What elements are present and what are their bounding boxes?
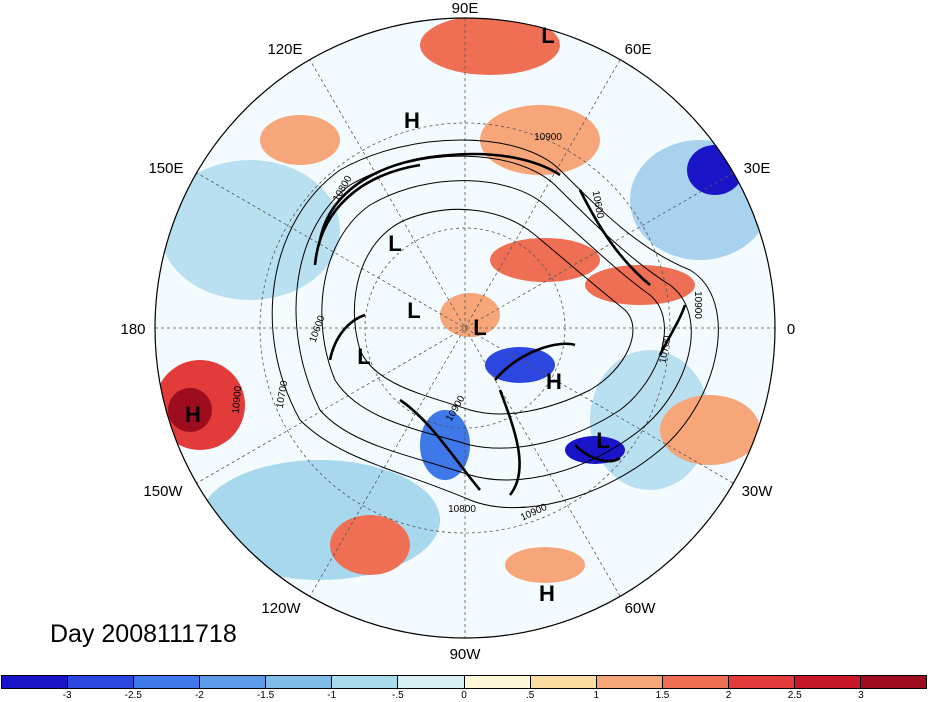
colorbar-tick-label: 2.5 bbox=[787, 690, 802, 701]
map-boundary bbox=[154, 17, 776, 639]
contour-label: 10900 bbox=[534, 132, 562, 143]
colorbar-swatch bbox=[2, 676, 69, 688]
lon-label: 60E bbox=[625, 41, 652, 58]
pressure-center: L bbox=[407, 298, 420, 323]
lon-label: 0 bbox=[787, 321, 795, 338]
polar-map: 90E 60E 30E 0 30W 60W 90W 120W 150W 180 … bbox=[120, 0, 795, 663]
colorbar-swatch bbox=[398, 676, 465, 688]
colorbar-swatch bbox=[134, 676, 201, 688]
longitude-labels: 90E 60E 30E 0 30W 60W 90W 120W 150W 180 … bbox=[120, 0, 795, 663]
colorbar-swatch bbox=[332, 676, 399, 688]
colorbar-swatch bbox=[728, 676, 795, 688]
lat-lon-grid bbox=[155, 18, 775, 638]
pressure-center: H bbox=[404, 108, 420, 133]
colorbar-tick-label: .5 bbox=[525, 690, 535, 701]
colorbar-swatch bbox=[200, 676, 267, 688]
colorbar-tick-label: -1.5 bbox=[256, 690, 275, 701]
colorbar-tick-label: -.5 bbox=[392, 690, 404, 701]
pressure-center: H bbox=[185, 402, 201, 427]
lon-label: 150E bbox=[148, 160, 183, 177]
lon-label: 90W bbox=[450, 646, 482, 663]
colorbar-swatch bbox=[530, 676, 597, 688]
contour-label: 10700 bbox=[275, 379, 291, 409]
colorbar-tick-label: -2 bbox=[194, 690, 204, 701]
contour-label: 10600 bbox=[590, 190, 606, 220]
colorbar-swatch bbox=[68, 676, 135, 688]
lon-label: 60W bbox=[625, 600, 657, 617]
colorbar bbox=[1, 675, 927, 689]
colorbar-tick-label: -1 bbox=[327, 690, 337, 701]
colorbar-swatch bbox=[266, 676, 333, 688]
lon-label: 90E bbox=[452, 0, 479, 17]
contour-label: 10900 bbox=[692, 291, 703, 319]
colorbar-tick-label: 1 bbox=[593, 690, 600, 701]
day-label: Day 2008111718 bbox=[50, 620, 237, 648]
contour-labels: 10900 10600 10800 10700 10600 10700 1090… bbox=[231, 132, 703, 524]
lon-label: 150W bbox=[143, 483, 183, 500]
pressure-centers: L H L L L L H L H H bbox=[185, 23, 610, 606]
pressure-center: H bbox=[539, 581, 555, 606]
pressure-center: L bbox=[541, 23, 554, 48]
contour-label: 10900 bbox=[231, 385, 244, 414]
colorbar-tick-label: 0 bbox=[461, 690, 467, 701]
pressure-center: L bbox=[596, 428, 609, 453]
pressure-center: L bbox=[473, 315, 486, 340]
colorbar-swatch bbox=[794, 676, 862, 688]
pressure-center: L bbox=[357, 344, 370, 369]
lon-label: 120E bbox=[267, 41, 302, 58]
pressure-center: H bbox=[546, 369, 562, 394]
colorbar-tick-label: -3 bbox=[62, 690, 72, 701]
colorbar-swatch bbox=[596, 676, 663, 688]
lon-label: 180 bbox=[120, 321, 145, 338]
contour-label: 10700 bbox=[658, 334, 674, 364]
colorbar-swatch bbox=[861, 676, 927, 688]
height-contours bbox=[271, 139, 719, 509]
colorbar-tick-label: -2.5 bbox=[124, 690, 142, 701]
contour-label: 10800 bbox=[448, 504, 476, 515]
colorbar-ticks: -3 -2.5 -2 -1.5 -1 -.5 0 .5 1 1.5 2 2.5 3 bbox=[0, 690, 928, 702]
colorbar-swatch bbox=[464, 676, 531, 688]
lon-label: 30W bbox=[742, 483, 774, 500]
lon-label: 30E bbox=[744, 160, 771, 177]
colorbar-swatch bbox=[662, 676, 729, 688]
lon-label: 120W bbox=[261, 600, 301, 617]
colorbar-tick-label: 2 bbox=[725, 690, 732, 701]
pressure-center: L bbox=[388, 231, 401, 256]
colorbar-tick-label: 1.5 bbox=[655, 690, 670, 701]
colorbar-tick-label: 3 bbox=[858, 690, 864, 701]
